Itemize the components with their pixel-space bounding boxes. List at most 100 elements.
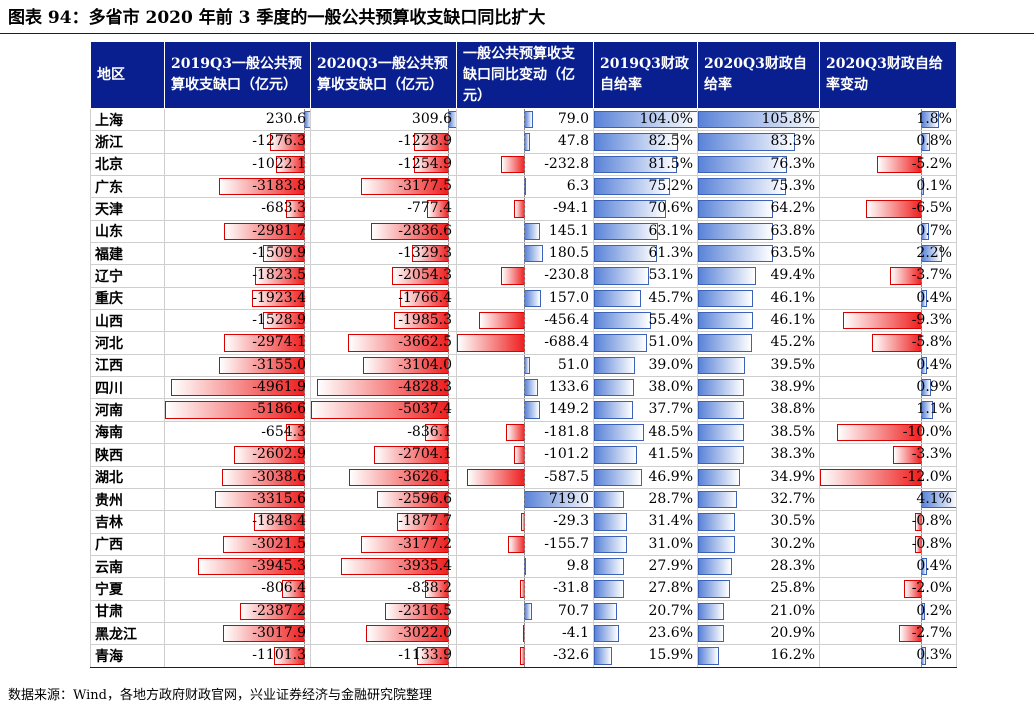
selfsufficiency-2020-cell: 38.3% xyxy=(697,443,820,467)
data-bar xyxy=(698,245,773,263)
cell-value: -94.1 xyxy=(553,200,589,217)
data-bar xyxy=(255,267,305,285)
selfsufficiency-2020-cell: 28.3% xyxy=(697,554,820,579)
cell-value: -1877.7 xyxy=(398,513,452,530)
region-cell: 辽宁 xyxy=(90,264,165,288)
cell-value: -3155.0 xyxy=(252,356,306,373)
data-bar xyxy=(698,289,753,308)
data-bar xyxy=(424,423,449,442)
data-bar xyxy=(594,647,612,665)
zero-axis xyxy=(523,578,525,600)
zero-axis xyxy=(303,645,305,667)
cell-value: 81.5% xyxy=(648,155,693,172)
cell-value: 75.3% xyxy=(770,178,815,195)
data-bar xyxy=(594,200,666,218)
cell-value: 46.9% xyxy=(648,468,693,485)
gap-2019-cell: -2387.2 xyxy=(164,599,311,623)
selfsufficiency-2020-cell: 45.2% xyxy=(697,331,820,355)
cell-value: 0.4% xyxy=(916,356,952,373)
zero-axis xyxy=(303,198,305,220)
cell-value: 31.0% xyxy=(648,535,693,552)
data-bar xyxy=(698,647,719,665)
region-cell: 四川 xyxy=(90,376,165,400)
cell-value: 64.2% xyxy=(770,200,815,217)
data-bar xyxy=(234,446,305,464)
selfsufficiency-2019-cell: 70.6% xyxy=(593,197,698,221)
data-bar xyxy=(374,446,449,464)
cell-value: -1823.5 xyxy=(252,267,306,284)
zero-axis xyxy=(523,645,525,667)
cell-value: -806.4 xyxy=(261,580,306,597)
table-row: 江西 -3155.0 -3104.0 51.0 39.0% 39.5% 0.4% xyxy=(90,353,957,378)
table-row: 辽宁 -1823.5 -2054.3 -230.8 53.1% 49.4% -3.7% xyxy=(90,264,957,288)
gap-change-cell: -587.5 xyxy=(456,465,594,489)
cell-value: 27.9% xyxy=(648,557,693,574)
cell-value: -838.2 xyxy=(407,580,452,597)
zero-axis xyxy=(523,467,525,488)
cell-value: -32.6 xyxy=(553,647,589,664)
cell-value: -1133.9 xyxy=(398,647,452,664)
gap-change-cell: -4.1 xyxy=(456,621,594,646)
zero-axis xyxy=(921,131,923,153)
table-body: 上海 230.6 309.6 79.0 104.0% 105.8% 1.8% 浙江 -1276.… xyxy=(90,107,957,668)
data-bar xyxy=(594,133,678,151)
region-cell: 陕西 xyxy=(90,443,165,467)
cell-value: -3315.6 xyxy=(252,490,306,507)
cell-value: 15.9% xyxy=(648,647,693,664)
gap-2019-cell: 230.6 xyxy=(164,107,311,132)
selfsufficiency-change-cell: -5.8% xyxy=(819,331,957,355)
selfsufficiency-2020-cell: 75.3% xyxy=(697,175,820,199)
zero-axis xyxy=(921,221,923,242)
zero-axis xyxy=(447,578,449,600)
cell-value: -456.4 xyxy=(544,312,589,329)
data-bar xyxy=(349,468,449,486)
zero-axis xyxy=(523,265,525,287)
cell-value: 104.0% xyxy=(639,111,693,127)
gap-2019-cell: -3183.8 xyxy=(164,175,311,199)
data-bar xyxy=(893,446,923,464)
data-bar xyxy=(698,111,819,129)
data-bar xyxy=(239,602,305,620)
cell-value: -3021.5 xyxy=(252,535,306,552)
region-cell: 云南 xyxy=(90,554,165,579)
data-bar xyxy=(224,222,305,241)
zero-axis xyxy=(523,198,525,220)
cell-value: 157.0 xyxy=(548,289,589,306)
zero-axis xyxy=(921,534,923,555)
region-cell: 河南 xyxy=(90,398,165,422)
cell-value: -1022.1 xyxy=(252,155,306,172)
data-bar xyxy=(219,356,305,375)
zero-axis xyxy=(921,645,923,667)
zero-axis xyxy=(523,243,525,264)
zero-axis xyxy=(523,221,525,242)
header-2020-gap: 2020Q3一般公共预算收支缺口（亿元） xyxy=(310,41,457,109)
selfsufficiency-change-cell: 0.7% xyxy=(819,219,957,244)
gap-2019-cell: -654.3 xyxy=(164,420,311,445)
zero-axis xyxy=(447,645,449,667)
data-bar xyxy=(594,446,638,464)
table-row: 福建 -1509.9 -1329.3 180.5 61.3% 63.5% 2.2% xyxy=(90,242,957,266)
data-bar xyxy=(523,602,533,620)
header-2019-selfsufficiency: 2019Q3财政自给率 xyxy=(593,41,698,109)
data-bar xyxy=(361,535,449,553)
selfsufficiency-change-cell: -2.0% xyxy=(819,577,957,601)
table-row: 山东 -2981.7 -2836.6 145.1 63.1% 63.8% 0.7% xyxy=(90,219,957,244)
data-bar xyxy=(698,513,735,531)
gap-change-cell: -29.3 xyxy=(456,510,594,534)
data-bar xyxy=(594,580,624,598)
cell-value: 75.2% xyxy=(648,178,693,195)
selfsufficiency-2019-cell: 27.9% xyxy=(593,554,698,579)
cell-value: -2704.1 xyxy=(398,446,452,463)
cell-value: 79.0 xyxy=(557,111,589,127)
cell-value: -2316.5 xyxy=(398,602,452,619)
zero-axis xyxy=(447,377,449,398)
cell-value: -6.5% xyxy=(911,200,952,217)
gap-change-cell: 79.0 xyxy=(456,107,594,132)
data-bar xyxy=(594,535,627,553)
cell-value: -777.4 xyxy=(407,200,452,217)
cell-value: -2836.6 xyxy=(398,222,452,239)
zero-axis xyxy=(921,265,923,287)
cell-value: -0.8% xyxy=(911,535,952,552)
selfsufficiency-2020-cell: 20.9% xyxy=(697,621,820,646)
cell-value: 0.8% xyxy=(916,133,952,150)
